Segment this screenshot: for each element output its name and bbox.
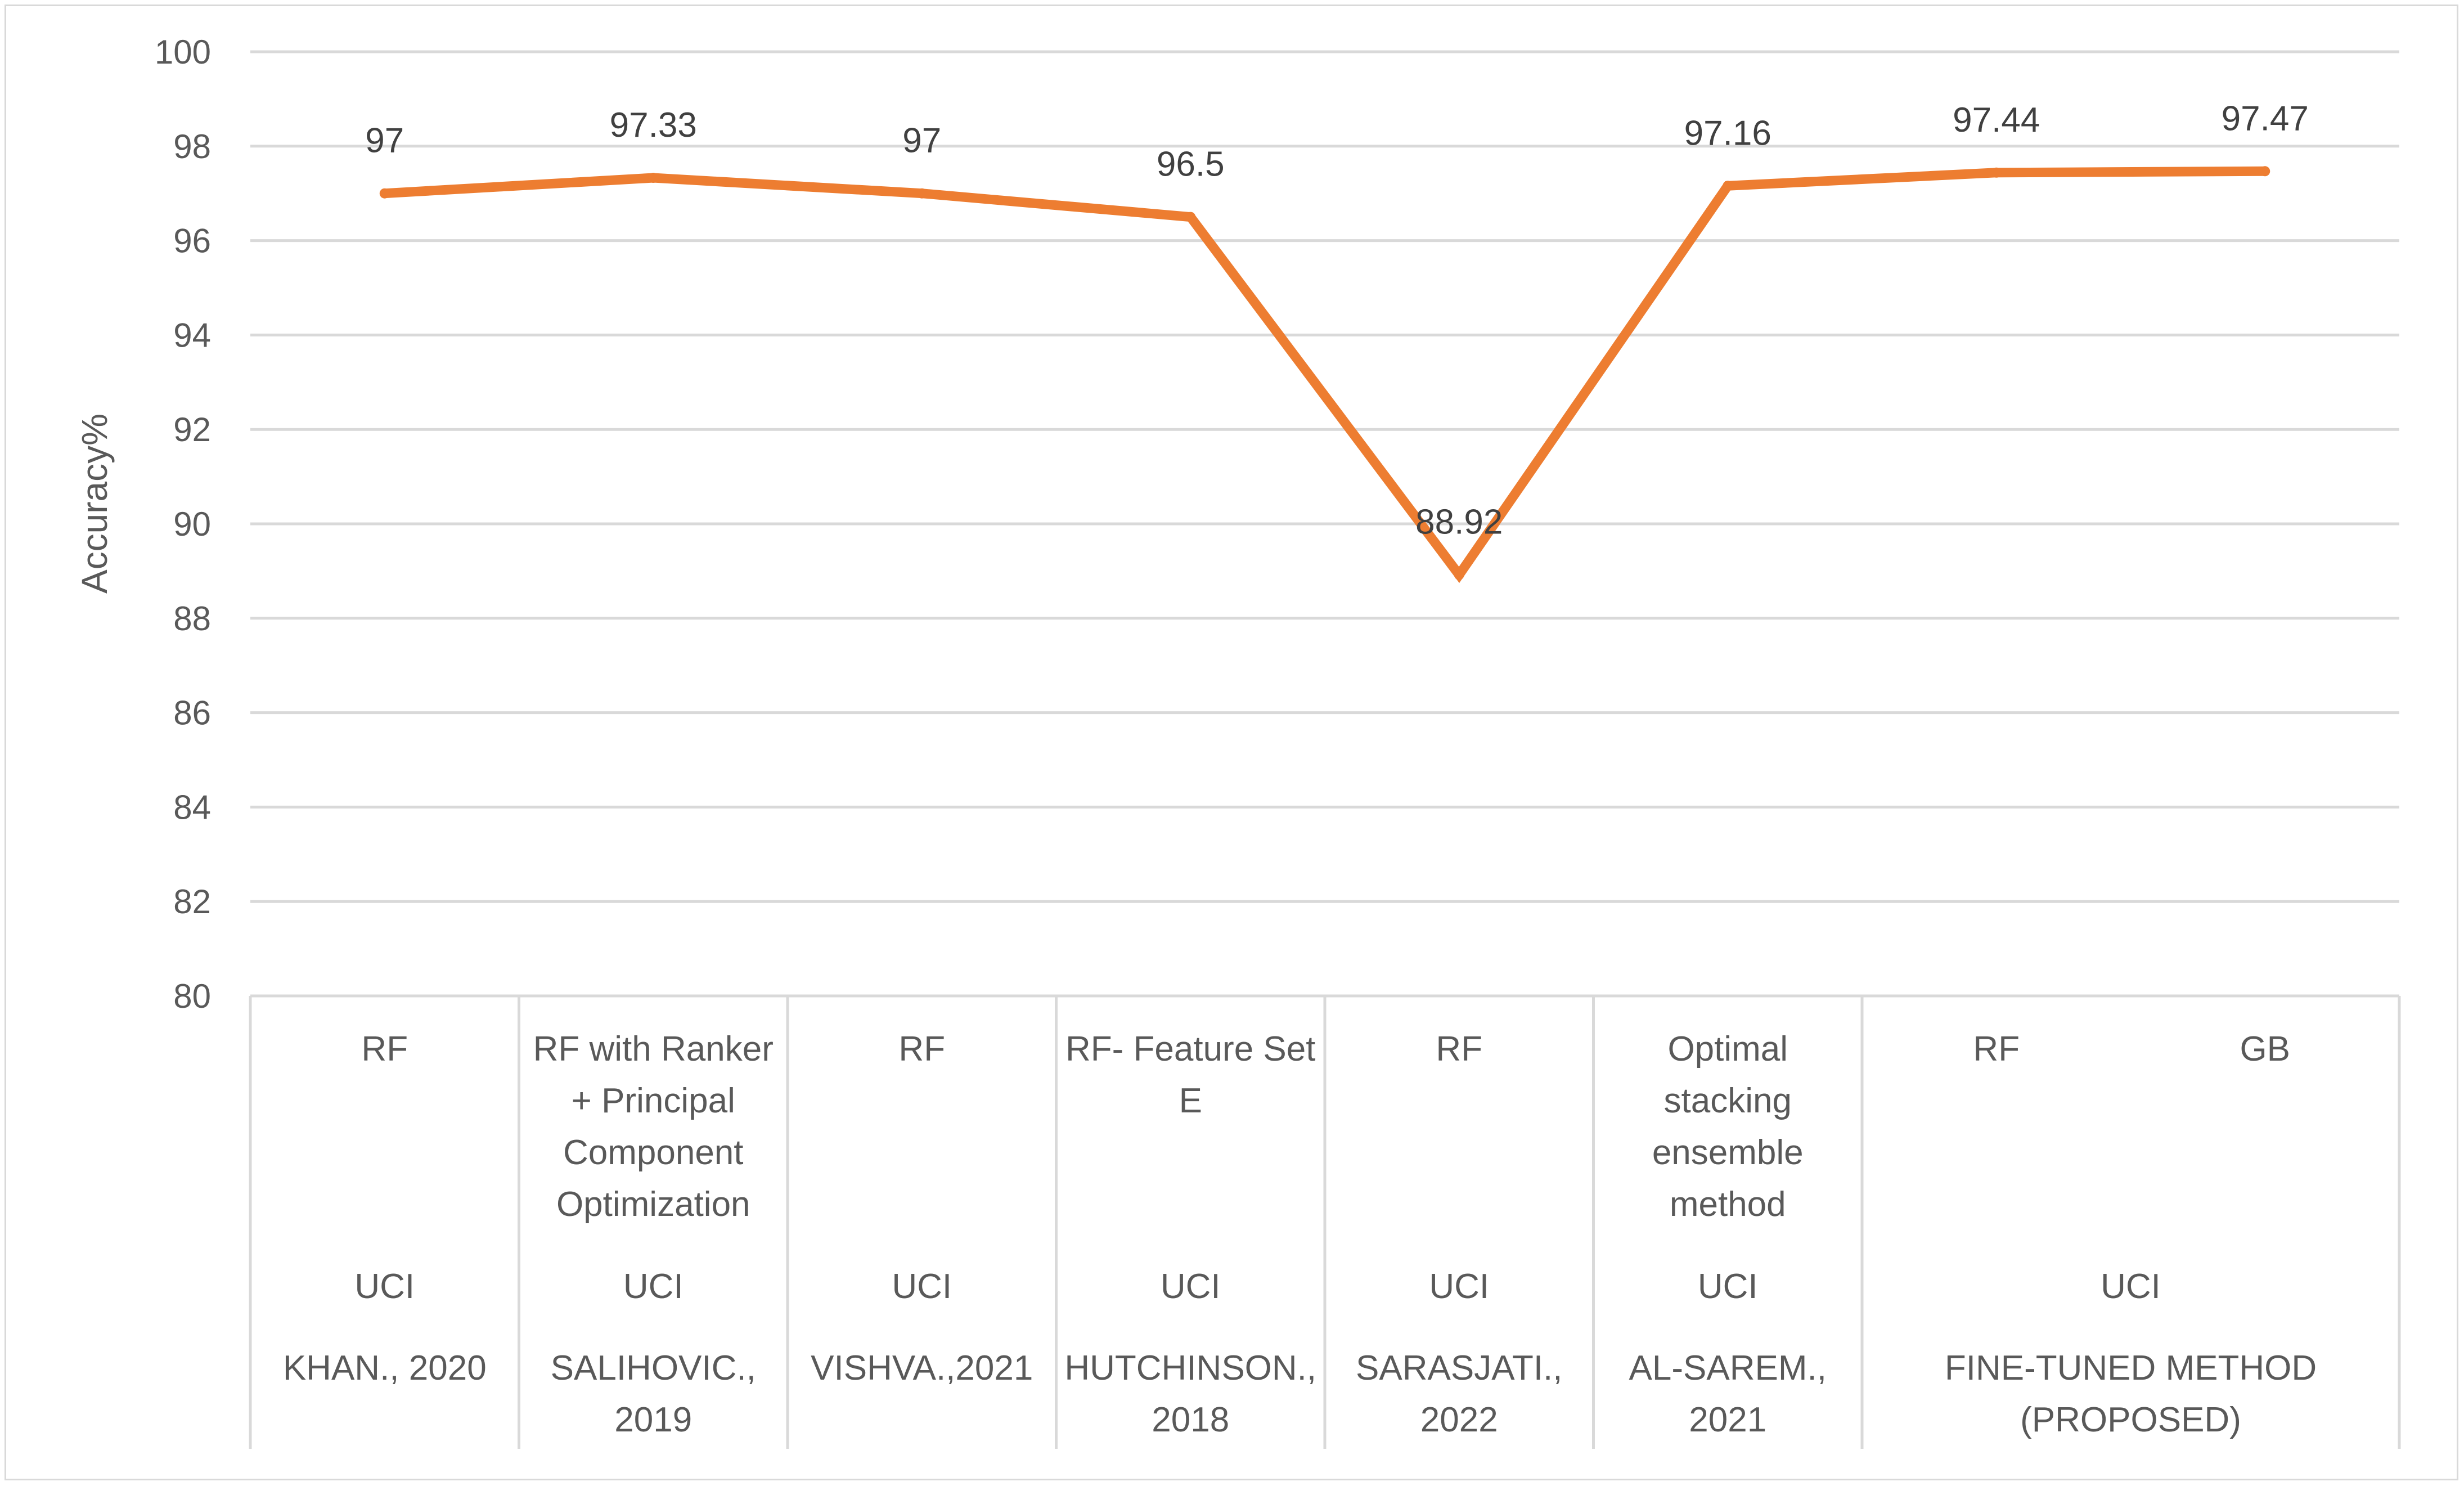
- category-method-line: RF with Ranker: [533, 1030, 774, 1069]
- category-dataset-label-5: UCI: [1698, 1267, 1758, 1306]
- category-study-line: SARASJATI.,: [1356, 1349, 1563, 1388]
- category-method-line: E: [1179, 1081, 1202, 1120]
- category-method-line: RF- Feature Set: [1065, 1030, 1315, 1069]
- category-method-line: stacking: [1664, 1081, 1792, 1120]
- category-method-line: Optimal: [1667, 1030, 1788, 1069]
- category-study-line: 2022: [1420, 1400, 1498, 1439]
- data-label-5: 97.16: [1684, 114, 1771, 152]
- category-study-label-6: FINE-TUNED METHOD (PROPOSED): [1945, 1349, 2317, 1439]
- category-study-line: SALIHOVIC.,: [551, 1349, 756, 1388]
- category-study-line: HUTCHINSON.,: [1064, 1349, 1316, 1388]
- category-method-line: + Principal: [572, 1081, 735, 1120]
- y-tick-label-96: 96: [173, 222, 211, 260]
- category-method-label-6: RF: [1973, 1030, 2020, 1069]
- category-study-line: 2018: [1152, 1400, 1229, 1439]
- category-method-line: RF: [1973, 1030, 2020, 1069]
- data-point-7: [2260, 166, 2270, 177]
- y-tick-label-90: 90: [173, 505, 211, 543]
- category-study-label-5: AL-SAREM., 2021: [1629, 1349, 1827, 1439]
- data-point-3: [1185, 212, 1196, 222]
- series-line-group: [379, 166, 2270, 583]
- data-point-2: [916, 188, 927, 199]
- y-tick-label-84: 84: [173, 788, 211, 826]
- data-label-1: 97.33: [610, 106, 697, 145]
- category-dataset-label-4: UCI: [1429, 1267, 1489, 1306]
- category-dataset-label-2: UCI: [892, 1267, 952, 1306]
- y-axis-ticks: 80 82 84 86 88 90 92 94 96 98 100: [155, 33, 211, 1015]
- category-method-line: Optimization: [556, 1185, 750, 1224]
- category-method-label-3: RF- Feature Set E: [1065, 1030, 1315, 1120]
- category-study-line: AL-SAREM.,: [1629, 1349, 1827, 1388]
- category-study-line: FINE-TUNED METHOD: [1945, 1349, 2317, 1388]
- category-method-label-0: RF: [361, 1030, 408, 1069]
- category-method-line: Component: [563, 1133, 744, 1172]
- category-method-label-2: RF: [898, 1030, 945, 1069]
- y-axis-title: Accuracy%: [74, 414, 115, 594]
- category-study-line: VISHVA.,2021: [811, 1349, 1033, 1388]
- category-dataset-label-3: UCI: [1161, 1267, 1221, 1306]
- data-point-5: [1723, 181, 1733, 191]
- chart-frame: [5, 5, 2458, 1480]
- category-study-line: 2021: [1689, 1400, 1766, 1439]
- data-label-2: 97: [902, 122, 941, 160]
- y-tick-label-88: 88: [173, 600, 211, 638]
- y-tick-label-94: 94: [173, 316, 211, 354]
- category-method-line: ensemble: [1652, 1133, 1804, 1172]
- series-line: [380, 166, 2270, 583]
- data-point-6: [1991, 167, 2002, 178]
- data-label-7: 97.47: [2222, 99, 2309, 138]
- data-label-3: 96.5: [1157, 145, 1225, 184]
- data-labels: 97 97.33 97 96.5 88.92 97.16 97.44 97.47: [365, 99, 2309, 541]
- category-method-line: method: [1670, 1185, 1786, 1224]
- category-method-line: RF: [361, 1030, 408, 1069]
- category-study-line: KHAN., 2020: [283, 1349, 487, 1388]
- y-tick-label-92: 92: [173, 411, 211, 448]
- category-method-label-7: GB: [2240, 1030, 2290, 1069]
- category-method-label-1: RF with Ranker + Principal Component Optimi…: [533, 1030, 774, 1224]
- category-method-label-4: RF: [1436, 1030, 1482, 1069]
- category-method-line: RF: [898, 1030, 945, 1069]
- category-axis: RF RF with Ranker + Principal Component Opti…: [249, 996, 2401, 1449]
- category-dataset-label-1: UCI: [623, 1267, 684, 1306]
- category-dataset-label-0: UCI: [354, 1267, 415, 1306]
- data-label-6: 97.44: [1953, 101, 2040, 140]
- category-study-label-1: SALIHOVIC., 2019: [551, 1349, 756, 1439]
- category-study-label-2: VISHVA.,2021: [811, 1349, 1033, 1388]
- category-study-label-3: HUTCHINSON., 2018: [1064, 1349, 1316, 1439]
- y-tick-label-98: 98: [173, 128, 211, 165]
- y-tick-label-86: 86: [173, 694, 211, 732]
- data-point-1: [648, 173, 659, 183]
- data-point-0: [379, 188, 390, 199]
- gridlines: [250, 50, 2399, 998]
- category-method-line: RF: [1436, 1030, 1482, 1069]
- category-method-line: GB: [2240, 1030, 2290, 1069]
- category-study-label-4: SARASJATI., 2022: [1356, 1349, 1563, 1439]
- data-label-4: 88.92: [1415, 503, 1503, 542]
- y-tick-label-82: 82: [173, 883, 211, 921]
- y-tick-label-100: 100: [155, 33, 211, 71]
- y-tick-label-80: 80: [173, 977, 211, 1015]
- category-method-label-5: Optimal stacking ensemble method: [1652, 1030, 1804, 1224]
- category-study-label-0: KHAN., 2020: [283, 1349, 487, 1388]
- category-study-line: 2019: [614, 1400, 692, 1439]
- y-axis-title-group: Accuracy%: [74, 414, 115, 594]
- category-study-line: (PROPOSED): [2020, 1400, 2241, 1439]
- data-label-0: 97: [365, 122, 404, 160]
- category-dataset-label-6: UCI: [2101, 1267, 2161, 1306]
- data-point-4: [1454, 569, 1464, 580]
